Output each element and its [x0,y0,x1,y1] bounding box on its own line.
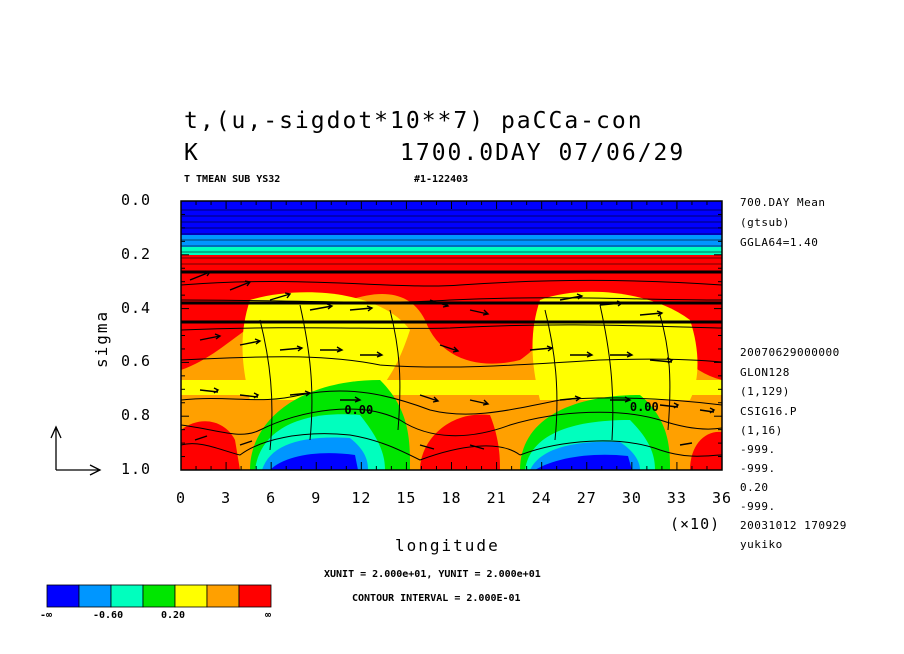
colorbar-label: 0.20 [161,610,186,621]
side-info-line: 700.DAY Mean [740,196,826,209]
x-tick-label: 27 [576,489,597,507]
footer-interval: CONTOUR INTERVAL = 2.000E-01 [352,593,521,604]
y-tick-label: 0.8 [121,406,152,425]
side-info-line: -999. [740,500,776,513]
side-info-line: (1,129) [740,385,790,398]
subtitle-left: T TMEAN SUB YS32 [184,174,281,185]
colorbar-swatch [78,584,112,608]
x-tick-label: 15 [396,489,417,507]
colorbar-label: -0.60 [93,610,124,621]
x-tick-label: 33 [666,489,687,507]
reference-vector [50,425,102,476]
x-tick-label: 6 [266,489,277,507]
colorbar-swatch [110,584,144,608]
x-tick-label: 24 [531,489,552,507]
colorbar-label: ∞ [265,610,272,621]
contour-label: 0.00 [344,402,374,417]
x-axis-label: longitude [395,536,500,555]
footer-units: XUNIT = 2.000e+01, YUNIT = 2.000e+01 [324,569,541,580]
side-info-line: (1,16) [740,424,783,437]
x-tick-label: 30 [621,489,642,507]
chart-title: t,(u,-sigdot*10**7) paCCa-con [184,108,644,134]
colorbar-label: -∞ [40,610,53,621]
contour-label: 0.00 [629,400,659,415]
x-tick-label: 21 [486,489,507,507]
x-tick-label: 18 [441,489,462,507]
date-label: 1700.0DAY 07/06/29 [400,140,686,166]
x-tick-label: 3 [221,489,232,507]
x-tick-label: 0 [176,489,187,507]
x-tick-label: 36 [712,489,733,507]
side-info-line: GGLA64=1.40 [740,236,819,249]
side-info-line: 0.20 [740,481,769,494]
x-scale-note: (×10) [670,515,721,533]
side-info-line: yukiko [740,538,783,551]
contour-fill-layer [181,201,722,470]
y-tick-label: 1.0 [121,460,152,478]
y-tick-label: 0.2 [121,244,152,263]
units-label: K [184,140,200,166]
side-info-line: GLON128 [740,366,790,379]
colorbar [46,584,272,608]
colorbar-swatch [46,584,80,608]
y-axis-label: sigma [92,309,111,368]
side-info-line: (gtsub) [740,216,790,229]
side-info-line: CSIG16.P [740,405,797,418]
x-tick-label: 9 [311,489,322,507]
colorbar-swatch [142,584,176,608]
y-tick-label: 0.4 [121,298,152,317]
colorbar-swatch [206,584,240,608]
side-info-line: 20070629000000 [740,346,840,359]
side-info-line: -999. [740,443,776,456]
side-info-line: 20031012 170929 [740,519,847,532]
colorbar-swatch [174,584,208,608]
colorbar-swatch [238,584,272,608]
y-tick-label: 0.6 [121,352,152,371]
y-tick-label: 0.0 [121,191,152,209]
x-tick-label: 12 [351,489,372,507]
subtitle-right: #1-122403 [414,174,469,185]
side-info-line: -999. [740,462,776,475]
